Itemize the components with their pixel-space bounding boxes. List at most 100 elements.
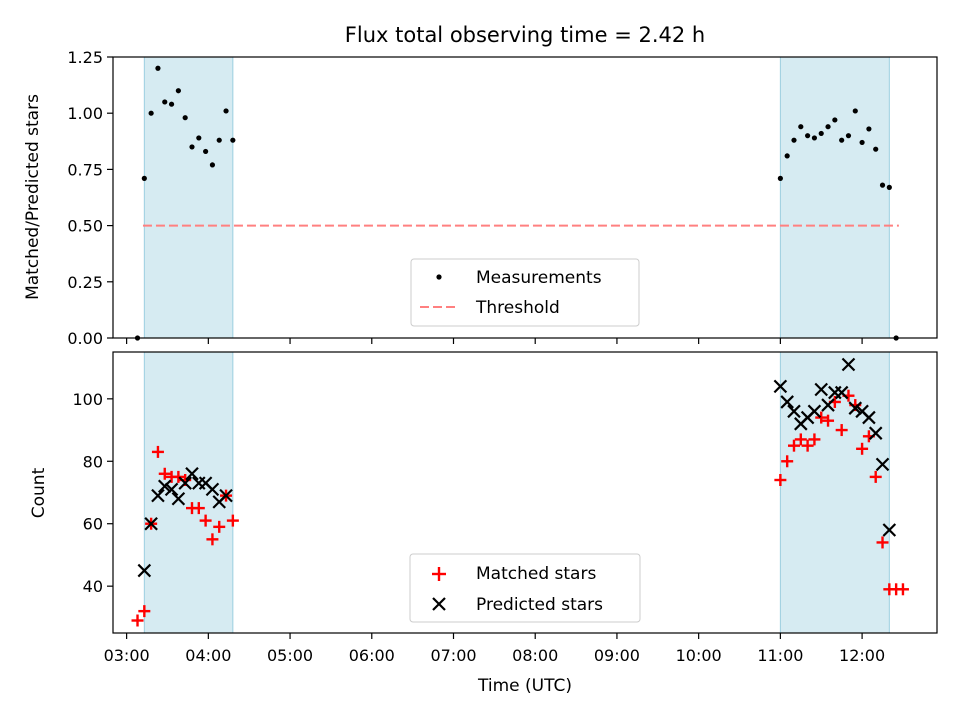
matched-star-point — [896, 583, 909, 596]
x-tick-label: 11:00 — [757, 646, 803, 665]
predicted-star-point — [164, 482, 179, 497]
measurement-point — [859, 139, 865, 146]
matched-star-point — [801, 439, 814, 452]
measurement-point — [777, 175, 783, 181]
measurement-point — [886, 184, 892, 190]
x-tick-label: 07:00 — [430, 646, 476, 665]
predicted-star-point — [875, 457, 890, 472]
top-y-tick-label: 1.00 — [67, 104, 103, 123]
matched-star-point — [226, 514, 239, 527]
matched-star-point — [172, 470, 185, 483]
x-axis-label: Time (UTC) — [477, 676, 572, 696]
measurement-point — [223, 108, 229, 114]
measurement-point — [784, 153, 790, 159]
matched-star-point — [206, 533, 219, 546]
top-y-tick-label: 1.25 — [67, 48, 103, 67]
top-shaded-intervals — [143, 57, 890, 338]
measurement-point — [798, 124, 804, 130]
measurement-point — [216, 137, 222, 143]
predicted-star-point — [848, 401, 863, 415]
measurement-point — [879, 182, 886, 188]
top-y-ticks: 0.00 0.25 0.50 0.75 1.00 1.25 — [67, 48, 113, 348]
measurement-point — [845, 133, 852, 139]
measurement-point — [852, 108, 858, 114]
measurement-point — [832, 117, 838, 123]
predicted-star-point — [882, 523, 897, 537]
matched-star-point — [822, 414, 835, 427]
matched-star-point — [131, 614, 144, 627]
matched-star-point — [199, 514, 212, 527]
matched-star-point — [794, 433, 807, 446]
bottom-y-tick-label: 60 — [83, 515, 103, 534]
x-tick-label: 03:00 — [104, 646, 150, 665]
bottom-y-ticks: 40 60 80 100 — [72, 390, 113, 596]
matched-star-point — [835, 424, 848, 437]
predicted-star-point — [821, 398, 835, 412]
measurement-point — [230, 137, 236, 143]
matched-star-point — [869, 470, 882, 483]
measurement-point — [141, 175, 147, 181]
measurement-point — [196, 135, 202, 141]
predicted-star-point — [862, 410, 876, 425]
predicted-star-point — [157, 479, 172, 494]
predicted-star-point — [219, 488, 233, 503]
top-y-tick-label: 0.50 — [67, 217, 103, 236]
predicted-star-point — [814, 382, 829, 397]
matched-star-point — [158, 467, 171, 480]
measurement-point — [168, 101, 175, 107]
bottom-legend-box — [409, 553, 641, 623]
measurement-point — [175, 88, 181, 94]
bottom-plot-frame — [112, 351, 938, 634]
measurement-point — [155, 65, 161, 71]
top-y-tick-label: 0.75 — [67, 160, 103, 179]
bottom-y-tick-label: 100 — [72, 390, 103, 409]
bottom-y-axis-label: Count — [29, 467, 49, 518]
matched-star-point — [856, 442, 869, 455]
top-y-tick-label: 0.25 — [67, 273, 103, 292]
top-y-axis-label: Matched/Predicted stars — [23, 94, 43, 300]
bottom-x-ticks: 03:00 04:00 05:00 06:00 07:00 08:00 09:00 10:00… — [104, 633, 885, 665]
top-legend: Measurements Threshold — [410, 258, 640, 327]
legend-matched-marker — [432, 567, 446, 581]
measurement-point — [866, 126, 872, 132]
x-tick-label: 06:00 — [349, 646, 395, 665]
matched-star-point — [808, 433, 821, 446]
bottom-shaded-interval — [144, 352, 233, 633]
bottom-y-tick-label: 80 — [83, 452, 103, 471]
predicted-star-point — [178, 476, 192, 490]
measurement-point — [189, 144, 195, 150]
measurement-point — [805, 133, 811, 139]
measurement-point — [791, 137, 797, 143]
predicted-star-point — [137, 563, 152, 578]
bottom-panel: 40 60 80 100 03:00 04:00 05:00 06:00 07:00 08:00… — [29, 351, 938, 696]
x-tick-label: 09:00 — [594, 646, 640, 665]
x-tick-label: 08:00 — [512, 646, 558, 665]
matched-star-point — [876, 536, 889, 549]
predicted-star-point — [868, 426, 883, 440]
matched-star-point — [774, 474, 787, 487]
legend-threshold-label: Threshold — [475, 298, 560, 318]
x-tick-label: 05:00 — [267, 646, 313, 665]
predicted-star-point — [807, 404, 822, 419]
matched-star-point — [138, 605, 151, 618]
chart-title: Flux total observing time = 2.42 h — [345, 23, 705, 47]
bottom-shaded-interval — [780, 352, 890, 633]
matched-star-point — [787, 439, 800, 452]
matched-star-point — [781, 455, 794, 468]
legend-measurements-marker — [436, 274, 442, 280]
x-tick-label: 12:00 — [839, 646, 885, 665]
predicted-star-point — [841, 357, 856, 372]
matched-star-point — [151, 445, 164, 458]
measurement-point — [873, 146, 879, 152]
x-tick-label: 04:00 — [185, 646, 231, 665]
predicted-star-point — [773, 379, 788, 394]
measurement-point — [839, 137, 845, 143]
measurement-point — [818, 130, 824, 137]
measurement-point — [811, 135, 818, 141]
matched-star-point — [213, 520, 226, 533]
x-tick-label: 10:00 — [676, 646, 722, 665]
top-y-tick-label: 0.00 — [67, 329, 103, 348]
measurement-point — [182, 115, 188, 121]
matched-star-point — [192, 502, 205, 515]
